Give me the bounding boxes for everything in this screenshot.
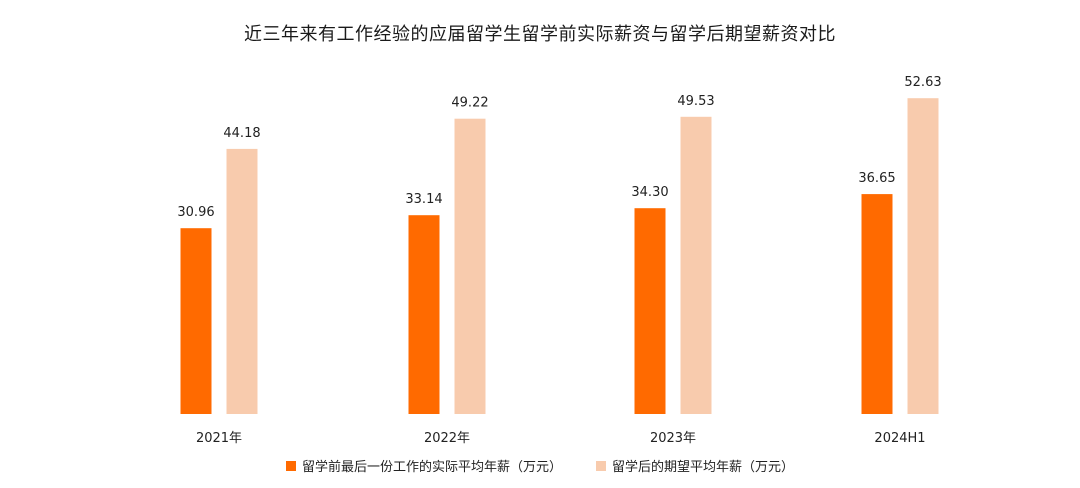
value-label-post-0: 44.18 [223,126,260,141]
legend: 留学前最后一份工作的实际平均年薪（万元） 留学后的期望平均年薪（万元） [0,456,1080,475]
value-label-post-1: 49.22 [451,96,488,111]
bar-pre-1 [408,215,440,414]
bar-post-2 [680,116,712,415]
legend-swatch-post [596,460,606,471]
bar-pre-0 [180,228,212,414]
legend-label-pre: 留学前最后一份工作的实际平均年薪（万元） [301,460,562,475]
legend-swatch-pre [285,460,296,471]
value-label-post-3: 52.63 [904,75,941,90]
legend-item-pre: 留学前最后一份工作的实际平均年薪（万元） [285,456,562,475]
legend-item-post: 留学后的期望平均年薪（万元） [596,456,794,475]
category-label-0: 2021年 [196,431,242,446]
bar-post-3 [907,98,939,414]
value-label-pre-3: 36.65 [858,171,895,186]
legend-label-post: 留学后的期望平均年薪（万元） [612,460,795,475]
category-label-3: 2024H1 [874,431,925,446]
bar-pre-3 [861,194,893,414]
category-label-2: 2023年 [650,431,696,446]
value-label-pre-1: 33.14 [405,192,442,207]
category-label-1: 2022年 [424,431,470,446]
value-label-pre-0: 30.96 [177,205,214,220]
value-label-post-2: 49.53 [677,94,714,109]
chart-title: 近三年来有工作经验的应届留学生留学前实际薪资与留学后期望薪资对比 [244,24,836,45]
bar-post-0 [226,148,258,414]
bar-post-1 [454,118,486,414]
bar-pre-2 [634,208,666,414]
value-label-pre-2: 34.30 [631,185,668,200]
